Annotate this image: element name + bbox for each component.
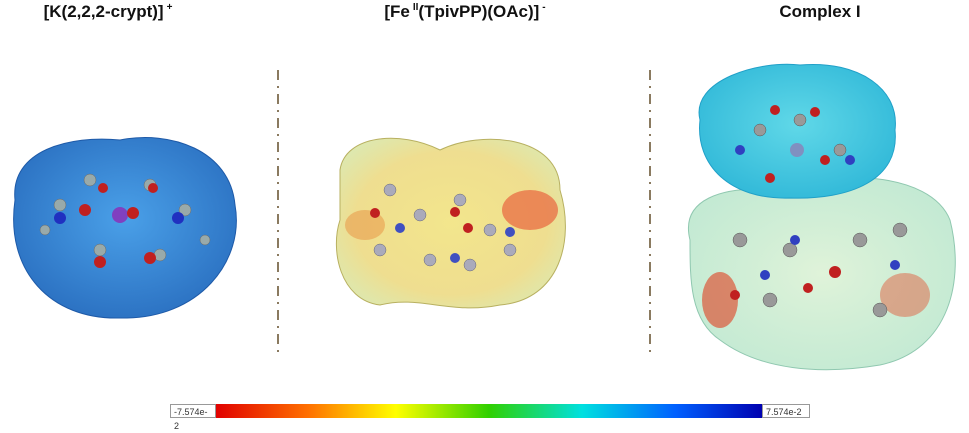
title-superscript: II (412, 2, 419, 14)
panel-title: Complex I (779, 2, 860, 22)
molecule-complex-i (688, 63, 956, 371)
title-text: Complex I (779, 2, 861, 21)
title-text: [Fe (384, 2, 410, 21)
title-superscript: + (166, 2, 173, 14)
title-text: (TpivPP)(OAc)] (418, 2, 540, 21)
colorbar-max-label: 7.574e-2 (762, 404, 810, 418)
title-text: [K(2,2,2-crypt)] (43, 2, 164, 21)
molecule-maps (13, 63, 956, 418)
molecule-fe-porphyrin (335, 137, 566, 309)
panel-title: [Fe II(TpivPP)(OAc)] - (384, 2, 545, 22)
molecule-k-crypt (13, 137, 237, 319)
panel-title: [K(2,2,2-crypt)] + (44, 2, 173, 22)
title-superscript: - (542, 2, 546, 14)
colorbar (215, 404, 763, 418)
figure: [K(2,2,2-crypt)] + [Fe II(TpivPP)(OAc)] - C… (13, 2, 956, 431)
colorbar-min-label: -7.574e-2 (170, 404, 216, 431)
